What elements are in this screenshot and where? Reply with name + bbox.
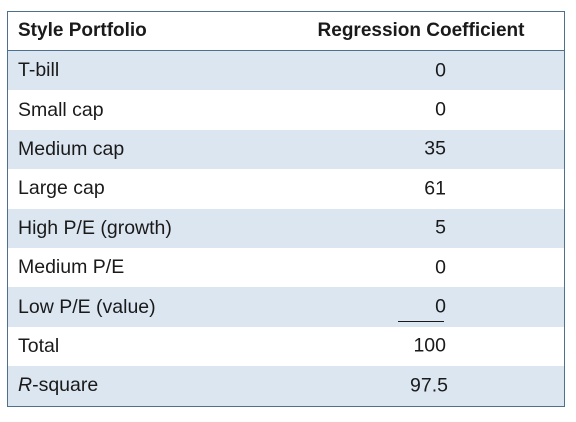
table-row: Small cap 0 (8, 90, 564, 130)
row-label: Total (18, 334, 60, 357)
row-value: 0 (435, 256, 446, 279)
row-label: Medium P/E (18, 256, 125, 279)
table-row: High P/E (growth) 5 (8, 208, 564, 248)
table-row-rsquare: R-square 97.5 (8, 366, 564, 406)
table-row: Medium P/E 0 (8, 247, 564, 288)
row-label: T-bill (18, 59, 60, 82)
row-label: Low P/E (value) (18, 295, 156, 318)
row-value: 35 (424, 137, 446, 160)
row-label: Large cap (18, 177, 105, 200)
table-body: T-bill 0 Small cap 0 Medium cap 35 Large… (8, 51, 564, 406)
row-value: 0 (435, 59, 446, 82)
row-value: 61 (424, 177, 446, 200)
table-row: Large cap 61 (8, 169, 564, 209)
header-regression-coefficient: Regression Coefficient (317, 20, 525, 41)
row-value: 5 (435, 216, 446, 239)
row-value: 100 (413, 334, 446, 357)
table-row: T-bill 0 (8, 51, 564, 91)
row-value: 0 (435, 295, 446, 318)
header-style-portfolio: Style Portfolio (18, 20, 147, 41)
table-header-row: Style Portfolio Regression Coefficient (8, 12, 564, 51)
row-value: 97.5 (410, 374, 448, 397)
table-row: Low P/E (value) 0 (8, 287, 564, 327)
row-label: High P/E (growth) (18, 216, 172, 239)
row-label: R-square (8, 374, 278, 397)
rsquare-label-rest: -square (32, 374, 99, 397)
row-value: 0 (435, 98, 446, 121)
row-label: Small cap (18, 98, 104, 121)
table-row: Medium cap 35 (8, 129, 564, 170)
sum-underline (398, 320, 444, 322)
row-label: Medium cap (18, 137, 125, 160)
style-portfolio-table: Style Portfolio Regression Coefficient T… (7, 11, 565, 407)
table-row-total: Total 100 (8, 326, 564, 367)
rsquare-label-italic: R (18, 374, 33, 397)
